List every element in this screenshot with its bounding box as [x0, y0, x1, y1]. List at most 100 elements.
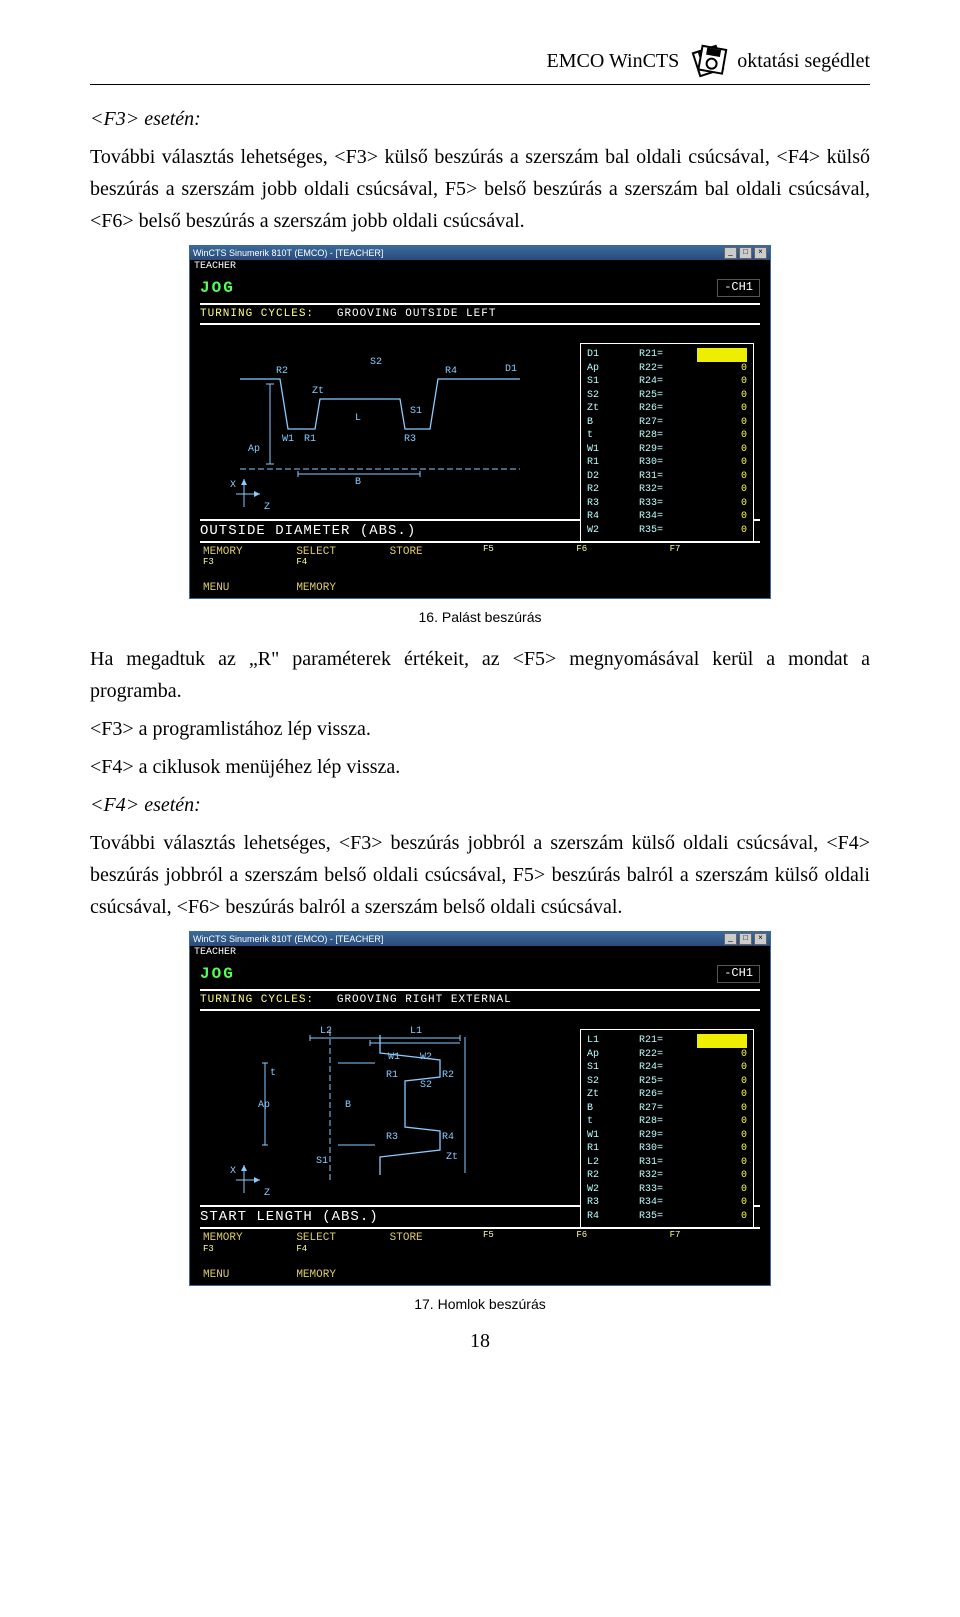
softkey[interactable]: F6: [573, 1231, 666, 1280]
paragraph-4: <F4> a ciklusok menüjéhez lép vissza.: [90, 751, 870, 783]
teacher-label: TEACHER: [190, 946, 770, 959]
diagram-plot-2: L2 L1 W1 W2 t S2 Ap B R1 R2 R3 R4 Zt S1: [200, 1015, 560, 1205]
svg-text:R1: R1: [304, 434, 316, 445]
param-row: S1R24=0: [587, 375, 747, 389]
svg-text:S1: S1: [316, 1156, 328, 1167]
svg-text:S2: S2: [420, 1080, 432, 1091]
param-row: L2R31=0: [587, 1156, 747, 1170]
param-row: ApR22=0: [587, 362, 747, 376]
diagram-area-1: Ap R2 Zt S2 R4 D1 R1 L R3 W1 S1 B X Z: [200, 329, 760, 519]
svg-text:Z: Z: [264, 1188, 270, 1199]
figure-caption-16: 16. Palást beszúrás: [90, 609, 870, 625]
softkey[interactable]: SELECT F4MEMORY: [293, 545, 386, 594]
param-row: D1R21=: [587, 348, 747, 362]
window-titlebar: WinCTS Sinumerik 810T (EMCO) - [TEACHER]…: [190, 932, 770, 946]
param-row: R2R32=0: [587, 1169, 747, 1183]
close-icon[interactable]: ×: [754, 247, 767, 259]
svg-text:Zt: Zt: [312, 386, 324, 397]
channel-label: -CH1: [717, 279, 760, 297]
param-row: S1R24=0: [587, 1061, 747, 1075]
mode-row: JOG -CH1: [200, 279, 760, 297]
svg-text:W1: W1: [388, 1052, 400, 1063]
softkey[interactable]: STORE: [387, 545, 480, 594]
screenshot-grooving-outside: WinCTS Sinumerik 810T (EMCO) - [TEACHER]…: [189, 245, 771, 599]
svg-text:X: X: [230, 480, 236, 491]
param-row: R1R30=0: [587, 1142, 747, 1156]
svg-text:Ap: Ap: [248, 444, 260, 455]
param-row: R4R35=0: [587, 1210, 747, 1224]
svg-text:W2: W2: [420, 1052, 432, 1063]
softkey[interactable]: F5: [480, 545, 573, 594]
cycle-prefix: TURNING CYCLES:: [200, 994, 314, 1006]
svg-text:W1: W1: [282, 434, 294, 445]
close-icon[interactable]: ×: [754, 933, 767, 945]
svg-text:Z: Z: [264, 502, 270, 513]
param-row: BR27=0: [587, 416, 747, 430]
svg-text:S1: S1: [410, 406, 422, 417]
window-buttons: _ □ ×: [724, 933, 767, 945]
parameter-panel-1: D1R21=ApR22=0S1R24=0S2R25=0ZtR26=0BR27=0…: [580, 343, 754, 542]
svg-text:t: t: [270, 1068, 276, 1079]
page-header: EMCO WinCTS oktatási segédlet: [90, 40, 870, 82]
cycle-row: TURNING CYCLES: GROOVING OUTSIDE LEFT: [200, 303, 760, 325]
softkey[interactable]: SELECT F4MEMORY: [293, 1231, 386, 1280]
param-row: D2R31=0: [587, 470, 747, 484]
param-row: S2R25=0: [587, 1075, 747, 1089]
softkey[interactable]: F7: [667, 1231, 760, 1280]
softkey[interactable]: F7: [667, 545, 760, 594]
svg-text:Ap: Ap: [258, 1100, 270, 1111]
svg-text:R1: R1: [386, 1070, 398, 1081]
cycle-row: TURNING CYCLES: GROOVING RIGHT EXTERNAL: [200, 989, 760, 1011]
document-page: EMCO WinCTS oktatási segédlet <F3> eseté…: [0, 0, 960, 1393]
f3-heading: <F3> esetén:: [90, 103, 870, 135]
svg-text:R3: R3: [386, 1132, 398, 1143]
svg-text:R2: R2: [276, 366, 288, 377]
param-row: R3R33=0: [587, 497, 747, 511]
maximize-icon[interactable]: □: [739, 933, 752, 945]
f4-heading: <F4> esetén:: [90, 789, 870, 821]
softkey-row-1: MEMORY F3MENUSELECT F4MEMORYSTORE F5 F6 …: [200, 541, 760, 594]
softkey[interactable]: F5: [480, 1231, 573, 1280]
window-titlebar: WinCTS Sinumerik 810T (EMCO) - [TEACHER]…: [190, 246, 770, 260]
svg-text:B: B: [355, 477, 361, 488]
param-row: W2R35=0: [587, 524, 747, 538]
window-title: WinCTS Sinumerik 810T (EMCO) - [TEACHER]: [193, 934, 383, 944]
svg-text:R2: R2: [442, 1070, 454, 1081]
param-row: ZtR26=0: [587, 1088, 747, 1102]
svg-text:L: L: [355, 413, 361, 424]
jog-label: JOG: [200, 279, 235, 297]
minimize-icon[interactable]: _: [724, 247, 737, 259]
jog-label: JOG: [200, 965, 235, 983]
paragraph-5: További választás lehetséges, <F3> beszú…: [90, 827, 870, 923]
mode-row: JOG -CH1: [200, 965, 760, 983]
param-row: W1R29=0: [587, 1129, 747, 1143]
svg-text:S2: S2: [370, 357, 382, 368]
minimize-icon[interactable]: _: [724, 933, 737, 945]
page-number: 18: [90, 1330, 870, 1353]
window-title: WinCTS Sinumerik 810T (EMCO) - [TEACHER]: [193, 248, 383, 258]
softkey[interactable]: F6: [573, 545, 666, 594]
param-row: ZtR26=0: [587, 402, 747, 416]
softkey-row-2: MEMORY F3MENUSELECT F4MEMORYSTORE F5 F6 …: [200, 1227, 760, 1280]
softkey[interactable]: MEMORY F3MENU: [200, 545, 293, 594]
svg-text:R4: R4: [442, 1132, 454, 1143]
maximize-icon[interactable]: □: [739, 247, 752, 259]
diagram-area-2: L2 L1 W1 W2 t S2 Ap B R1 R2 R3 R4 Zt S1: [200, 1015, 760, 1205]
param-row: S2R25=0: [587, 389, 747, 403]
softkey[interactable]: MEMORY F3MENU: [200, 1231, 293, 1280]
svg-text:L1: L1: [410, 1026, 422, 1037]
channel-label: -CH1: [717, 965, 760, 983]
param-row: tR28=0: [587, 1115, 747, 1129]
param-row: BR27=0: [587, 1102, 747, 1116]
header-subtitle: oktatási segédlet: [737, 50, 870, 73]
header-rule: [90, 84, 870, 85]
param-row: W1R29=0: [587, 443, 747, 457]
svg-text:R4: R4: [445, 366, 457, 377]
svg-text:L2: L2: [320, 1026, 332, 1037]
param-row: R4R34=0: [587, 510, 747, 524]
param-row: R1R30=0: [587, 456, 747, 470]
softkey[interactable]: STORE: [387, 1231, 480, 1280]
window-buttons: _ □ ×: [724, 247, 767, 259]
param-row: ApR22=0: [587, 1048, 747, 1062]
param-row: L1R21=: [587, 1034, 747, 1048]
